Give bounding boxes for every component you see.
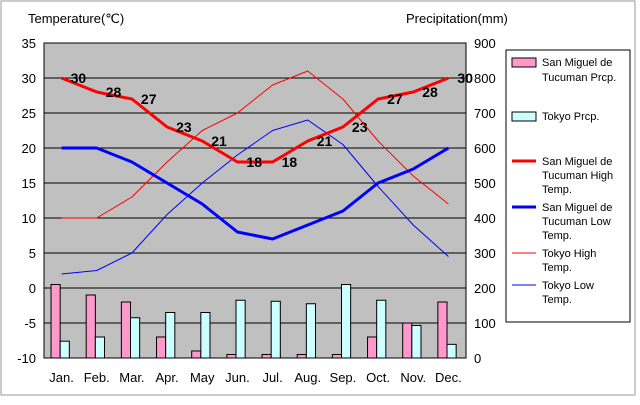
precip-bar (437, 301, 448, 359)
x-tick-label: Mar. (119, 370, 144, 385)
data-label: 23 (176, 119, 192, 135)
right-tick-label: 200 (474, 281, 496, 296)
x-tick-label: Aug. (294, 370, 321, 385)
precip-bar (402, 322, 413, 359)
x-tick-label: Oct. (366, 370, 390, 385)
legend-label: Tucuman High (542, 170, 613, 182)
right-tick-label: 800 (474, 71, 496, 86)
data-label: 28 (106, 84, 122, 100)
x-tick-label: Sep. (330, 370, 357, 385)
legend-label: Tokyo Low (542, 280, 594, 292)
left-tick-label: 35 (22, 36, 36, 51)
precip-bar (305, 303, 316, 359)
temp-line (61, 146, 450, 241)
x-tick-label: Nov. (400, 370, 426, 385)
data-label: 27 (141, 91, 157, 107)
legend-label: San Miguel de (542, 57, 612, 69)
right-tick-label: 0 (474, 351, 481, 366)
precip-bar (296, 354, 307, 359)
temp-line (61, 70, 449, 219)
legend-box (505, 49, 631, 323)
precip-bar (156, 336, 167, 359)
legend-label: San Miguel de (542, 156, 612, 168)
legend-label: Tokyo High (542, 248, 596, 260)
left-tick-label: -5 (24, 316, 36, 331)
precip-bar (270, 300, 281, 359)
x-tick-label: May (190, 370, 215, 385)
data-label: 23 (352, 119, 368, 135)
left-tick-label: 5 (29, 246, 36, 261)
x-tick-label: Jul. (262, 370, 282, 385)
precip-bar (59, 340, 70, 359)
legend-label: San Miguel de (542, 202, 612, 214)
data-label: 21 (211, 133, 227, 149)
legend-label: Tucuman Prcp. (542, 72, 616, 84)
left-tick-label: 30 (22, 71, 36, 86)
legend-swatch (511, 57, 537, 68)
data-label: 18 (246, 154, 262, 170)
legend-label: Tucuman Low (542, 216, 611, 228)
precip-bar (165, 312, 176, 359)
precip-bar (411, 324, 422, 359)
data-label: 27 (387, 91, 403, 107)
left-tick-label: 10 (22, 211, 36, 226)
left-tick-label: 0 (29, 281, 36, 296)
left-tick-label: 25 (22, 106, 36, 121)
right-tick-label: 900 (474, 36, 496, 51)
temp-line (61, 119, 449, 275)
x-tick-label: Jun. (225, 370, 250, 385)
precip-bar (235, 299, 246, 359)
plot-area: -10 -5 0 5 10 15 20 25 30 35 0 100 200 300 400 500 600 70… (17, 36, 496, 385)
precip-bar (367, 336, 378, 359)
precip-bar (94, 336, 105, 359)
x-tick-label: Dec. (435, 370, 462, 385)
data-label: 21 (317, 133, 333, 149)
legend-label: Tokyo Prcp. (542, 111, 599, 123)
legend-label: Temp. (542, 230, 572, 242)
right-tick-label: 400 (474, 211, 496, 226)
precip-bar (261, 354, 272, 359)
x-tick-label: Apr. (156, 370, 179, 385)
precip-bar (120, 301, 132, 359)
right-tick-label: 100 (474, 316, 496, 331)
precip-bar (200, 312, 211, 359)
right-tick-label: 600 (474, 141, 496, 156)
left-tick-label: 20 (22, 141, 36, 156)
precip-bar (331, 354, 343, 359)
left-tick-label: -10 (17, 351, 36, 366)
legend-swatch (511, 111, 537, 122)
precip-bar (130, 317, 141, 359)
precip-bar (446, 343, 457, 359)
right-tick-label: 300 (474, 246, 496, 261)
legend-label: Temp. (542, 262, 572, 274)
legend: San Miguel de Tucuman Prcp. Tokyo Prcp. San… (505, 49, 631, 323)
right-tick-label: 700 (474, 106, 496, 121)
legend-label: Temp. (542, 184, 572, 196)
x-tick-label: Feb. (84, 370, 110, 385)
right-axis-title: Precipitation(mm) (406, 11, 508, 26)
precip-bar (341, 284, 352, 359)
legend-label: Temp. (542, 294, 572, 306)
right-tick-label: 500 (474, 176, 496, 191)
left-axis-title: Temperature(℃) (28, 11, 124, 26)
precip-bar (191, 350, 202, 359)
precip-bar (226, 354, 237, 359)
precip-bar (50, 284, 61, 359)
data-label: 28 (422, 84, 438, 100)
data-label: 30 (71, 70, 87, 86)
precip-bar (376, 299, 387, 359)
data-label: 30 (457, 70, 473, 86)
data-label: 18 (282, 154, 298, 170)
left-tick-label: 15 (22, 176, 36, 191)
x-tick-label: Jan. (49, 370, 74, 385)
precip-bar (85, 294, 96, 359)
temp-line (61, 76, 449, 164)
